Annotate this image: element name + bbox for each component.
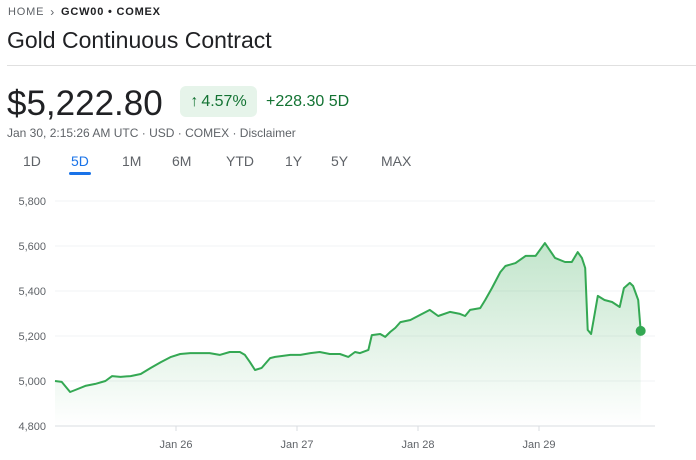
chevron-right-icon: › [50,5,55,19]
x-tick-label: Jan 28 [401,439,434,451]
price-chart[interactable]: 4,800 5,000 5,200 5,400 5,600 5,800 Jan 26 Jan … [0,185,696,460]
tab-ytd[interactable]: YTD [226,153,254,169]
x-tick-label: Jan 27 [280,439,313,451]
currency: USD [149,126,175,140]
tab-6m[interactable]: 6M [172,153,192,169]
disclaimer-link[interactable]: Disclaimer [239,126,296,140]
tab-1y[interactable]: 1Y [285,153,303,169]
quote-meta: Jan 30, 2:15:26 AM UTC · USD · COMEX · D… [7,126,296,140]
y-tick-label: 4,800 [18,421,46,433]
percent-change-badge: ↑ 4.57% [180,86,257,117]
area-fill [55,243,641,426]
divider [7,65,696,66]
timestamp: Jan 30, 2:15:26 AM UTC [7,126,139,140]
tab-5d[interactable]: 5D [69,153,91,175]
tab-max[interactable]: MAX [381,153,412,169]
breadcrumb-home-link[interactable]: HOME [8,6,45,18]
tab-1d[interactable]: 1D [23,153,41,169]
x-tick-label: Jan 29 [522,439,555,451]
price-line [54,242,642,393]
absolute-change: +228.30 5D [266,93,350,110]
breadcrumb: HOME › GCW00 • COMEX [8,5,161,19]
tab-1m[interactable]: 1M [122,153,142,169]
page-title: Gold Continuous Contract [7,27,272,53]
percent-change: 4.57% [201,92,247,110]
tab-5y[interactable]: 5Y [331,153,349,169]
separator: · [138,126,150,140]
separator: · [174,126,186,140]
y-tick-label: 5,400 [18,286,46,298]
y-tick-label: 5,000 [18,376,46,388]
y-tick-label: 5,200 [18,331,46,343]
arrow-up-icon: ↑ [190,92,199,110]
exchange: COMEX [185,126,230,140]
x-tick-label: Jan 26 [159,439,192,451]
y-tick-label: 5,600 [18,241,46,253]
y-tick-label: 5,800 [18,196,46,208]
breadcrumb-current: GCW00 • COMEX [61,6,161,18]
separator: · [229,126,240,140]
last-price-dot [635,325,646,336]
current-price: $5,222.80 [7,84,163,123]
